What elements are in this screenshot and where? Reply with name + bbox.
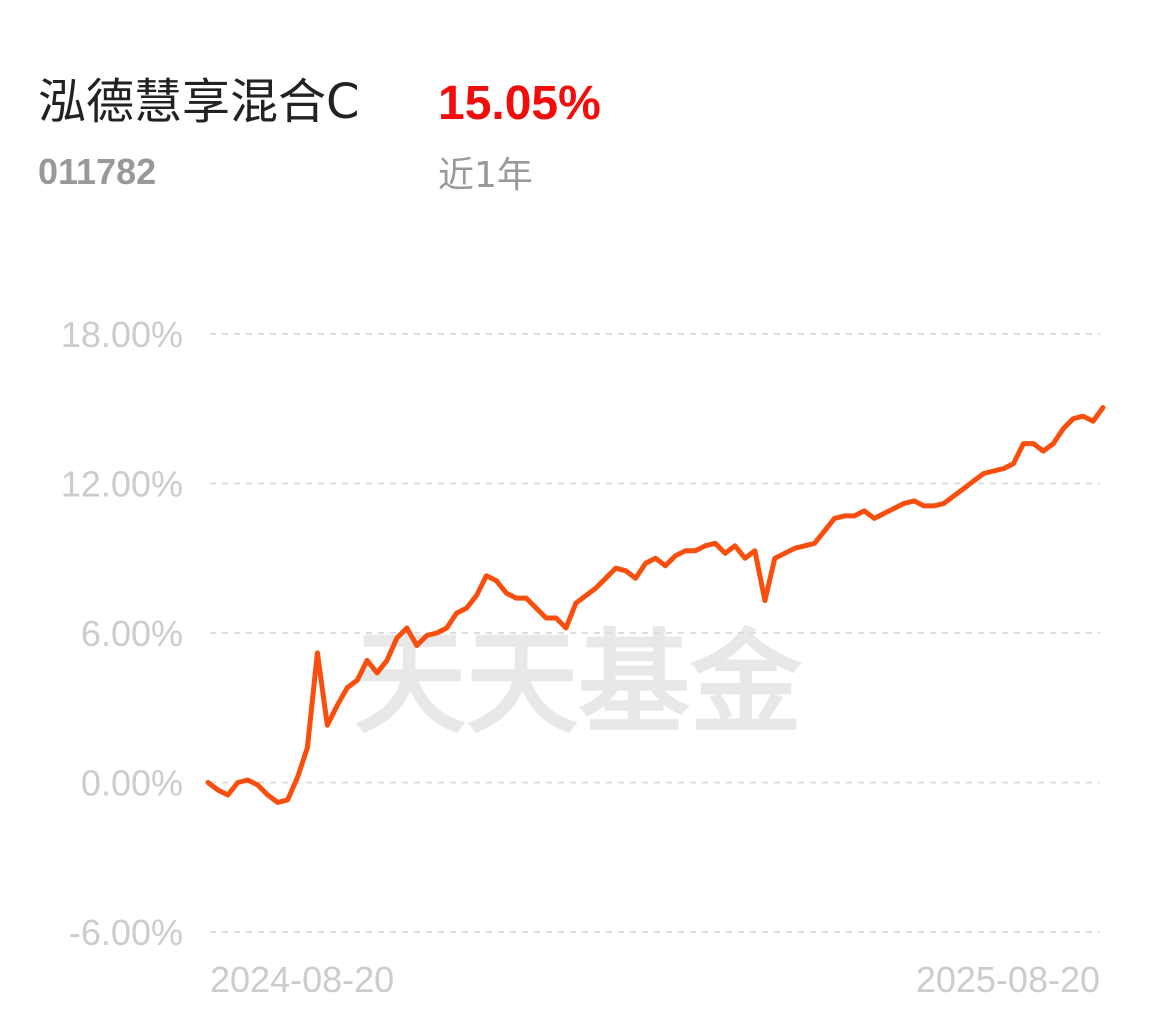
y-tick-label: -6.00% (69, 912, 183, 953)
fund-title: 泓德慧享混合C (38, 74, 360, 130)
y-tick-label: 6.00% (81, 613, 183, 654)
price-line (205, 405, 1106, 805)
y-tick-label: 0.00% (81, 763, 183, 804)
x-tick-label: 2025-08-20 (916, 959, 1100, 1000)
watermark: 天天基金 (354, 619, 803, 749)
y-tick-label: 12.00% (61, 464, 183, 505)
x-tick-label: 2024-08-20 (210, 959, 394, 1000)
period: 近1年 (438, 155, 533, 196)
y-tick-label: 18.00% (61, 314, 183, 355)
return-value: 15.05% (438, 77, 601, 130)
fund-code: 011782 (38, 151, 156, 192)
